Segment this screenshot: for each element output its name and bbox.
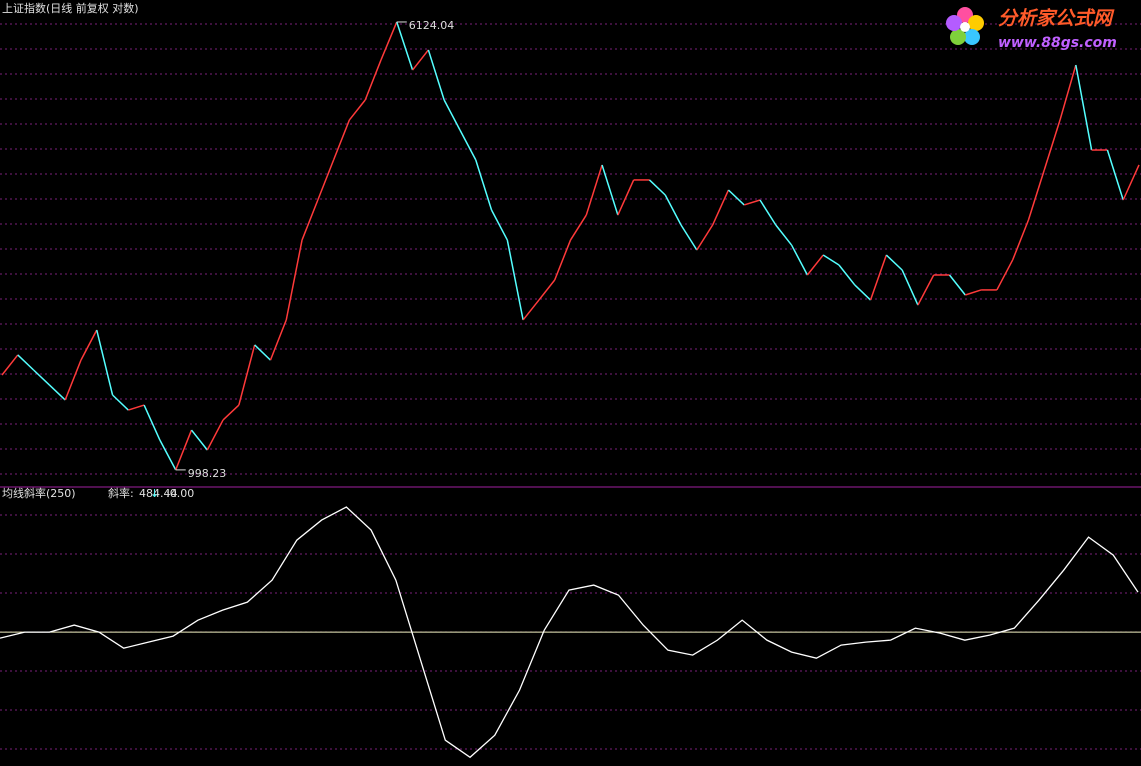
price-segment xyxy=(711,189,730,226)
price-segment xyxy=(917,274,935,306)
price-segment xyxy=(1122,164,1140,201)
price-segment xyxy=(112,394,129,411)
price-segment xyxy=(490,209,508,241)
price-segment xyxy=(301,199,319,241)
price-segment xyxy=(1,354,19,376)
price-segment xyxy=(175,429,193,471)
price-segment xyxy=(1011,219,1030,261)
price-segment xyxy=(411,49,429,71)
price-segment xyxy=(427,49,445,101)
price-segment xyxy=(759,199,777,226)
price-segment xyxy=(254,344,271,361)
price-segment xyxy=(743,199,761,206)
price-segment xyxy=(696,224,714,251)
price-segment xyxy=(317,159,335,201)
price-segment xyxy=(538,279,556,301)
price-segment xyxy=(869,254,888,301)
price-segment xyxy=(885,254,903,271)
price-segment xyxy=(569,214,587,241)
price-segment xyxy=(996,259,1014,291)
low-label: 998.23 xyxy=(188,467,227,480)
price-segment xyxy=(554,239,572,281)
price-segment xyxy=(727,189,745,206)
high-label: 6124.04 xyxy=(409,19,455,32)
price-segment xyxy=(64,359,82,401)
price-segment xyxy=(285,239,303,321)
price-segment xyxy=(332,119,351,161)
logo-url: www.88gs.com xyxy=(998,35,1117,51)
price-segment xyxy=(854,284,872,301)
price-segment xyxy=(680,224,698,251)
price-segment xyxy=(128,404,145,411)
price-segment xyxy=(269,319,287,361)
price-segment xyxy=(1027,169,1045,221)
price-segment xyxy=(506,239,524,321)
price-segment xyxy=(617,179,635,216)
indicator-title: 均线斜率(250) xyxy=(2,486,76,500)
price-segment xyxy=(1059,64,1077,121)
price-segment xyxy=(822,254,840,266)
price-segment xyxy=(33,369,50,386)
price-segment xyxy=(664,194,682,226)
price-segment xyxy=(222,404,240,421)
price-segment xyxy=(348,99,366,121)
price-segment xyxy=(775,224,793,246)
logo-name: 分析家公式网 xyxy=(998,8,1115,30)
price-segment xyxy=(948,274,966,296)
readout-value: 484.44 xyxy=(139,487,178,500)
price-segment xyxy=(190,429,208,451)
price-segment xyxy=(96,329,114,396)
price-segment xyxy=(790,244,809,276)
readout-label: 斜率: xyxy=(108,486,134,500)
price-segment xyxy=(159,439,177,471)
price-segment xyxy=(17,354,35,371)
price-segment xyxy=(443,99,461,131)
price-segment xyxy=(380,21,398,61)
grid xyxy=(0,23,1141,750)
price-segment xyxy=(1075,64,1093,151)
readout-arrow: ↓ xyxy=(150,487,159,500)
zero-line-label: :0.00 xyxy=(166,487,194,500)
price-segment xyxy=(238,344,256,406)
logo-icon xyxy=(946,7,984,45)
price-segment xyxy=(601,164,619,216)
price-segment xyxy=(143,404,161,441)
price-segment xyxy=(364,59,382,101)
price-segment xyxy=(459,129,477,161)
price-segment xyxy=(901,269,919,306)
price-segment xyxy=(396,21,414,71)
price-segment xyxy=(48,384,66,401)
price-segment xyxy=(806,254,824,276)
logo: 分析家公式网 www.88gs.com xyxy=(946,7,1117,51)
slope-line xyxy=(0,506,1139,759)
chart-title: 上证指数(日线 前复权 对数) xyxy=(2,1,139,15)
price-segment xyxy=(475,159,493,211)
price-segment xyxy=(838,264,856,286)
price-segment xyxy=(648,179,666,196)
price-segment xyxy=(1106,149,1124,201)
price-segment xyxy=(585,164,603,216)
price-segment xyxy=(1043,119,1061,171)
price-segment xyxy=(80,329,98,361)
price-segment xyxy=(522,299,540,321)
price-segment xyxy=(965,289,982,296)
price-segment xyxy=(206,419,224,451)
